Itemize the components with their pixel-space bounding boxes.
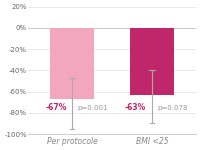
Text: p=0.078: p=0.078 [158, 105, 188, 111]
Text: -63%: -63% [125, 103, 146, 112]
Bar [50, 28, 94, 99]
Text: p=0.001: p=0.001 [78, 105, 108, 111]
Text: -67%: -67% [45, 103, 67, 112]
Bar [130, 28, 174, 95]
